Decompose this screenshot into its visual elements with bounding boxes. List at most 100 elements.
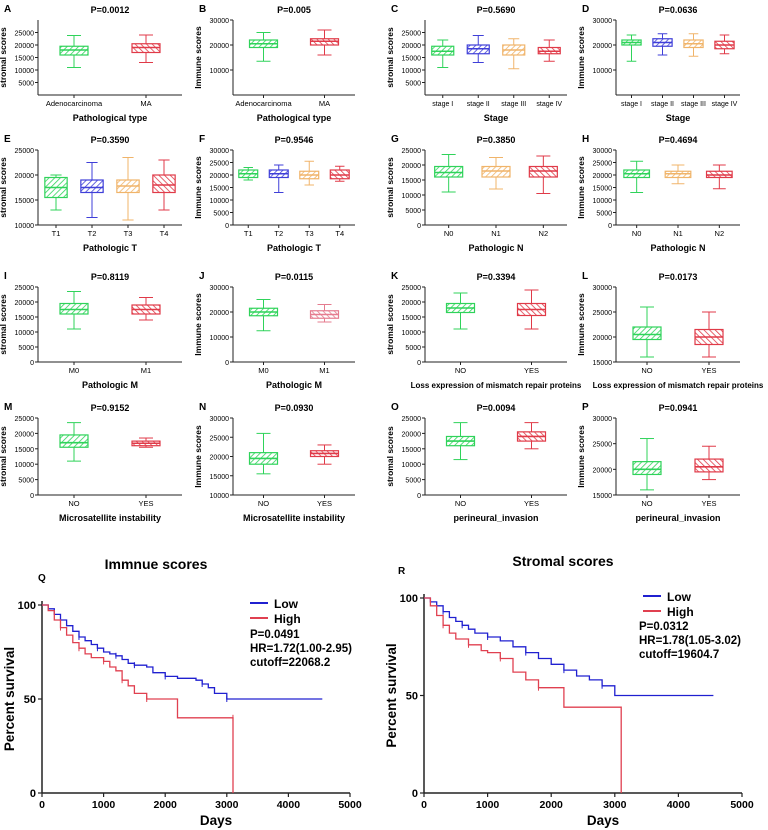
y-tick-label: 0	[412, 788, 418, 800]
box-n2	[528, 155, 558, 194]
x-tick-label: stage III	[501, 101, 526, 108]
box-yes	[309, 444, 340, 465]
panel-title: P=0.0941	[659, 403, 698, 413]
x-tick-label: Adenocarcinoma	[46, 99, 103, 108]
y-tick-label: 25000	[210, 435, 230, 442]
y-tick-label: 25000	[593, 161, 613, 168]
panel-o: O P=0.0094 0 5000 10000 15000 20000 25000 stroma…	[385, 402, 567, 523]
panel-label: A	[4, 4, 11, 15]
x-tick-label: 1000	[476, 799, 500, 811]
y-tick-label: 25000	[402, 31, 422, 38]
y-axis-label: stromal scores	[385, 157, 395, 218]
iqr-box	[694, 458, 724, 473]
x-axis-label: Pathologic T	[267, 243, 322, 253]
y-tick-label: 10000	[402, 193, 422, 200]
box-n1	[481, 157, 511, 190]
x-tick-label: stage IV	[712, 101, 738, 108]
y-tick-label: 25000	[15, 416, 35, 423]
x-tick-label: 0	[39, 799, 45, 811]
iqr-box	[80, 179, 104, 194]
panel-g: G P=0.3850 0 5000 10000 15000 20000 25000 stroma…	[385, 134, 567, 253]
panel-e: E P=0.3590 10000 15000 20000 25000 stromal sco…	[0, 134, 182, 253]
y-tick-label: 10000	[402, 330, 422, 337]
box-no	[445, 292, 476, 330]
panel-b: B P=0.005 10000 20000 30000 Immune scores Aden…	[193, 4, 355, 123]
panel-label: K	[391, 271, 399, 282]
y-tick-label: 10000	[210, 493, 230, 500]
km-curve-high	[42, 604, 234, 793]
x-axis-label: Loss expression of mismatch repair prote…	[593, 381, 764, 390]
x-tick-label: NO	[455, 366, 466, 375]
y-tick-label: 30000	[593, 416, 613, 423]
y-tick-label: 5000	[213, 211, 229, 218]
y-tick-label: 10000	[15, 68, 35, 75]
box-no	[445, 422, 476, 461]
box-t3	[299, 160, 320, 186]
panel-label: B	[199, 4, 206, 15]
y-tick-label: 25000	[15, 31, 35, 38]
iqr-box	[59, 434, 89, 448]
y-tick-label: 25000	[15, 285, 35, 292]
stat-text: P=0.0312	[639, 621, 689, 633]
y-tick-label: 10000	[15, 330, 35, 337]
box-stage-iii	[683, 33, 704, 57]
panel-label: P	[582, 402, 589, 413]
iqr-box	[632, 326, 662, 341]
y-tick-label: 30000	[210, 416, 230, 423]
y-tick-label: 20000	[593, 467, 613, 474]
box-t4	[329, 165, 350, 182]
panel-label: E	[4, 134, 11, 145]
y-tick-label: 20000	[210, 173, 230, 180]
y-tick-label: 15000	[402, 315, 422, 322]
panel-title: P=0.4694	[659, 135, 698, 145]
x-tick-label: NO	[258, 499, 269, 508]
x-axis-label: Pathological type	[257, 113, 332, 123]
x-tick-label: 5000	[730, 799, 754, 811]
y-axis-label: Immune scores	[576, 156, 586, 219]
box-n0	[623, 160, 651, 193]
y-axis-label: stromal scores	[385, 294, 395, 355]
y-tick-label: 10000	[402, 68, 422, 75]
box-stage-iii	[502, 38, 526, 70]
y-tick-label: 20000	[15, 431, 35, 438]
y-tick-label: 100	[400, 593, 418, 605]
y-tick-label: 10000	[15, 223, 35, 230]
y-axis-label: stromal scores	[0, 426, 8, 487]
x-tick-label: M1	[319, 366, 329, 375]
x-tick-label: T3	[124, 229, 133, 238]
iqr-box	[152, 174, 176, 194]
panel-label: H	[582, 134, 589, 145]
y-axis-label: Percent survival	[2, 647, 17, 751]
panel-title: Stromal scores	[512, 553, 613, 569]
y-axis-label: Immune scores	[193, 26, 203, 89]
panel-title: P=0.0636	[659, 5, 698, 15]
x-axis-label: Pathologic T	[83, 243, 138, 253]
panel-title: P=0.0012	[91, 5, 130, 15]
box-ma	[309, 29, 340, 56]
y-tick-label: 30000	[593, 18, 613, 25]
y-tick-label: 20000	[593, 335, 613, 342]
box-stage-iv	[714, 34, 735, 55]
y-axis-label: stromal scores	[0, 27, 8, 88]
x-tick-label: YES	[138, 499, 153, 508]
y-tick-label: 10000	[593, 68, 613, 75]
panel-label: D	[582, 4, 589, 15]
y-tick-label: 15000	[593, 186, 613, 193]
x-tick-label: NO	[455, 499, 466, 508]
x-tick-label: 2000	[540, 799, 564, 811]
panel-label: G	[391, 134, 399, 145]
stat-text: cutoff=19604.7	[639, 649, 719, 661]
x-tick-label: 5000	[338, 799, 362, 811]
y-tick-label: 30000	[210, 285, 230, 292]
y-tick-label: 25000	[593, 442, 613, 449]
box-yes	[694, 311, 724, 358]
x-tick-label: 3000	[603, 799, 627, 811]
x-tick-label: NO	[641, 366, 652, 375]
box-m0	[248, 299, 279, 332]
box-stage-i	[621, 34, 642, 62]
y-tick-label: 0	[417, 493, 421, 500]
y-tick-label: 20000	[15, 173, 35, 180]
y-tick-label: 15000	[15, 198, 35, 205]
panel-n: N P=0.0930 10000 15000 20000 25000 30000 Immune…	[193, 402, 355, 523]
